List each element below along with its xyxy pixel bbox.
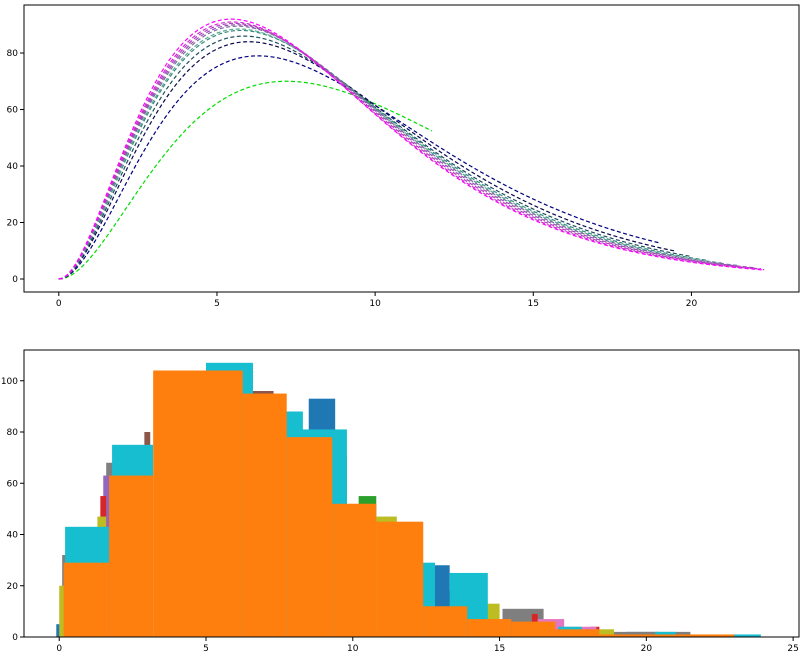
top-xtick-label: 5 bbox=[214, 299, 220, 309]
bottom-xtick-label: 5 bbox=[203, 644, 209, 654]
hist-bar-s9-b11 bbox=[599, 634, 647, 637]
x-ticks-bottom: 0 5 10 15 20 25 bbox=[56, 637, 799, 654]
line-series-2 bbox=[58, 41, 676, 280]
hist-bar-s9-b7 bbox=[423, 606, 468, 637]
line-series-group bbox=[58, 18, 765, 280]
top-xtick-label: 10 bbox=[369, 299, 381, 309]
line-series-5 bbox=[58, 28, 724, 280]
line-series-4 bbox=[58, 29, 708, 280]
hist-bar-s9-b1 bbox=[109, 475, 154, 637]
line-series-9 bbox=[58, 21, 765, 280]
axes-frame-top bbox=[23, 4, 800, 293]
hist-bar-s9-b12 bbox=[646, 634, 735, 637]
line-series-0 bbox=[58, 80, 433, 280]
line-series-6 bbox=[58, 25, 739, 280]
hist-bar-s8-b9 bbox=[731, 634, 761, 637]
line-series-1 bbox=[58, 55, 660, 280]
bottom-ytick-label: 60 bbox=[7, 479, 19, 489]
bottom-xtick-label: 0 bbox=[56, 644, 62, 654]
hist-bar-s9-b6 bbox=[376, 521, 424, 637]
line-series-10 bbox=[58, 18, 765, 280]
hist-bar-s9-b5 bbox=[332, 503, 377, 637]
line-series-7 bbox=[58, 24, 755, 280]
axes-bottom-histogram: 0 5 10 15 20 25 0 20 40 60 80 100 bbox=[1, 349, 800, 654]
y-ticks-top: 0 20 40 60 80 bbox=[7, 49, 24, 285]
y-ticks-bottom: 0 20 40 60 80 100 bbox=[1, 377, 24, 643]
top-ytick-label: 60 bbox=[7, 106, 19, 116]
axes-top-line-chart: 0 5 10 15 20 0 20 40 60 80 bbox=[7, 4, 800, 309]
line-series-3 bbox=[58, 35, 692, 280]
histogram-bars-group bbox=[56, 362, 761, 638]
bottom-ytick-label: 100 bbox=[1, 377, 18, 387]
bottom-ytick-label: 80 bbox=[7, 428, 19, 438]
hist-bar-s9-b2 bbox=[153, 370, 243, 637]
hist-bar-s0-b0 bbox=[56, 624, 63, 637]
bottom-ytick-label: 0 bbox=[12, 633, 18, 643]
line-series-8 bbox=[58, 22, 762, 280]
top-xtick-label: 15 bbox=[528, 299, 539, 309]
hist-bar-s9-b9 bbox=[511, 621, 556, 638]
top-ytick-label: 20 bbox=[7, 219, 19, 229]
hist-bar-s9-b4 bbox=[286, 437, 333, 638]
top-ytick-label: 80 bbox=[7, 49, 19, 59]
hist-bar-s9-b3 bbox=[242, 393, 287, 637]
bottom-xtick-label: 15 bbox=[494, 644, 505, 654]
axes-frame-bottom bbox=[23, 349, 800, 638]
top-xtick-label: 20 bbox=[686, 299, 698, 309]
top-xtick-label: 0 bbox=[56, 299, 62, 309]
hist-bar-s7-b3 bbox=[596, 629, 615, 637]
x-ticks-top: 0 5 10 15 20 bbox=[56, 292, 698, 309]
hist-bar-s9-b8 bbox=[467, 619, 512, 637]
hist-bar-s9-b10 bbox=[555, 629, 600, 637]
bottom-xtick-label: 25 bbox=[787, 644, 798, 654]
hist-bar-s9-b0 bbox=[63, 562, 110, 637]
top-ytick-label: 0 bbox=[12, 275, 18, 285]
hist-bar-s7-b4 bbox=[59, 585, 66, 637]
bottom-ytick-label: 20 bbox=[7, 582, 19, 592]
top-ytick-label: 40 bbox=[7, 162, 19, 172]
bottom-xtick-label: 10 bbox=[347, 644, 359, 654]
bottom-ytick-label: 40 bbox=[7, 531, 19, 541]
bottom-xtick-label: 20 bbox=[641, 644, 653, 654]
